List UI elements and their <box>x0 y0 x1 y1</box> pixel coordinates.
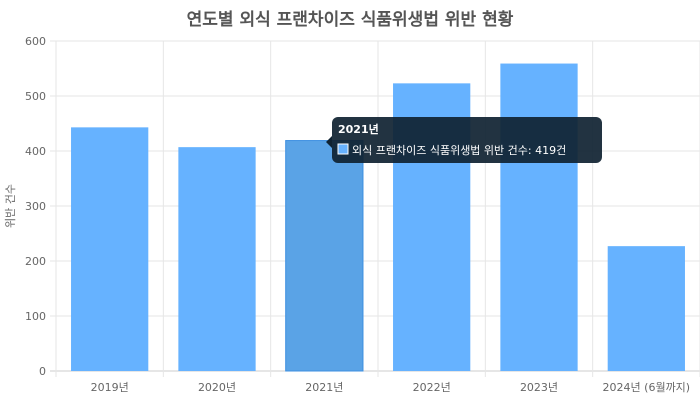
bar-2023[interactable] <box>500 63 578 372</box>
y-tick-label: 500 <box>25 90 46 103</box>
chart-title: 연도별 외식 프랜차이즈 식품위생법 위반 현황 <box>187 10 514 30</box>
tooltip-label: 외식 프랜차이즈 식품위생법 위반 건수: 419건 <box>352 144 566 157</box>
bar-2024[interactable] <box>607 246 685 371</box>
tooltip-color-swatch <box>337 143 349 155</box>
bar-2020[interactable] <box>178 147 256 371</box>
tooltip: 2021년 외식 프랜차이즈 식품위생법 위반 건수: 419건 <box>326 117 602 163</box>
bar-2019[interactable] <box>71 127 149 371</box>
y-tick-label: 100 <box>25 310 46 323</box>
x-tick-label: 2020년 <box>198 381 236 394</box>
x-tick-label: 2021년 <box>305 381 343 394</box>
x-tick-label: 2024년 (6월까지) <box>603 381 691 394</box>
y-tick-label: 200 <box>25 255 46 268</box>
tooltip-background <box>332 117 602 163</box>
y-tick-label: 400 <box>25 145 46 158</box>
x-tick-label: 2022년 <box>413 381 451 394</box>
tooltip-title: 2021년 <box>338 122 379 136</box>
tooltip-caret <box>326 136 332 148</box>
y-tick-label: 300 <box>25 200 46 213</box>
x-tick-label: 2019년 <box>91 381 129 394</box>
y-axis-label: 위반 건수 <box>4 184 17 228</box>
x-axis-ticks: 2019년 2020년 2021년 2022년 2023년 2024년 (6월까지) <box>91 381 691 394</box>
x-tick-label: 2023년 <box>520 381 558 394</box>
bar-2021[interactable] <box>285 140 364 372</box>
y-tick-label: 0 <box>39 365 46 378</box>
y-axis-ticks: 0 100 200 300 400 500 600 <box>25 35 46 378</box>
y-tick-label: 600 <box>25 35 46 48</box>
